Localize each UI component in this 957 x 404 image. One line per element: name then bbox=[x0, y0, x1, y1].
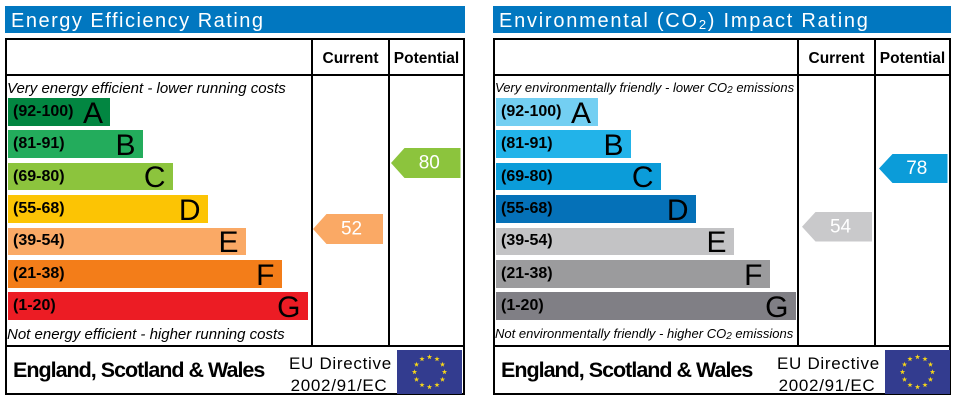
svg-text:54: 54 bbox=[829, 216, 851, 237]
svg-text:52: 52 bbox=[341, 219, 362, 240]
svg-text:80: 80 bbox=[418, 152, 439, 173]
svg-text:78: 78 bbox=[906, 158, 927, 179]
